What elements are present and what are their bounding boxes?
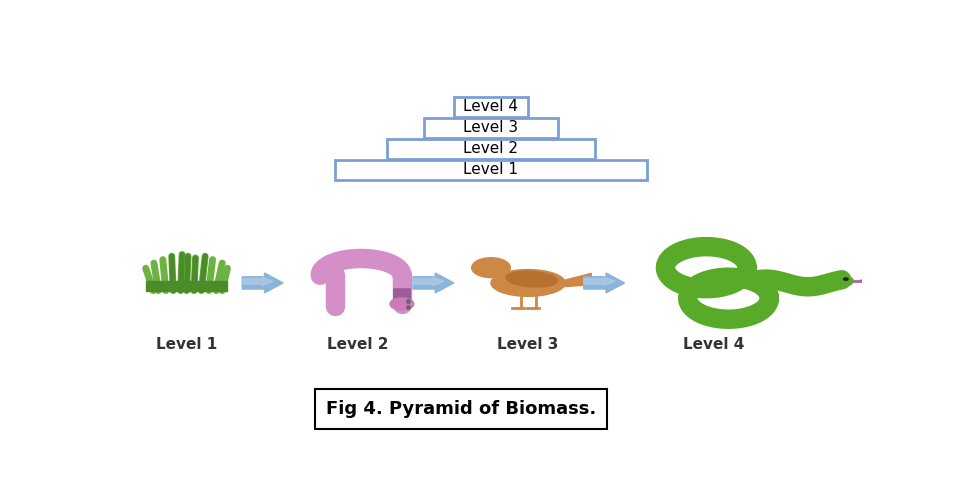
Text: Level 3: Level 3 — [464, 121, 518, 135]
Polygon shape — [472, 264, 488, 271]
Text: Level 2: Level 2 — [327, 337, 388, 352]
Bar — [454, 97, 528, 117]
FancyArrow shape — [242, 277, 273, 286]
Text: Level 1: Level 1 — [464, 162, 518, 178]
Text: Level 4: Level 4 — [464, 99, 518, 115]
Circle shape — [834, 276, 854, 286]
Bar — [335, 160, 647, 180]
FancyArrow shape — [583, 273, 625, 293]
FancyArrow shape — [413, 277, 445, 286]
FancyArrow shape — [413, 273, 454, 293]
Circle shape — [390, 298, 414, 310]
Text: Fig 4. Pyramid of Biomass.: Fig 4. Pyramid of Biomass. — [326, 400, 597, 418]
Text: Level 4: Level 4 — [683, 337, 744, 352]
Polygon shape — [146, 281, 227, 291]
Text: Level 3: Level 3 — [497, 337, 559, 352]
FancyArrow shape — [583, 277, 615, 286]
Ellipse shape — [506, 271, 558, 287]
Bar — [424, 118, 558, 138]
Circle shape — [471, 258, 511, 278]
Text: Level 2: Level 2 — [464, 141, 518, 156]
Circle shape — [844, 278, 848, 280]
Polygon shape — [561, 273, 591, 287]
FancyArrow shape — [242, 273, 284, 293]
Text: Level 1: Level 1 — [156, 337, 217, 352]
Bar — [387, 139, 595, 159]
Ellipse shape — [491, 270, 565, 296]
